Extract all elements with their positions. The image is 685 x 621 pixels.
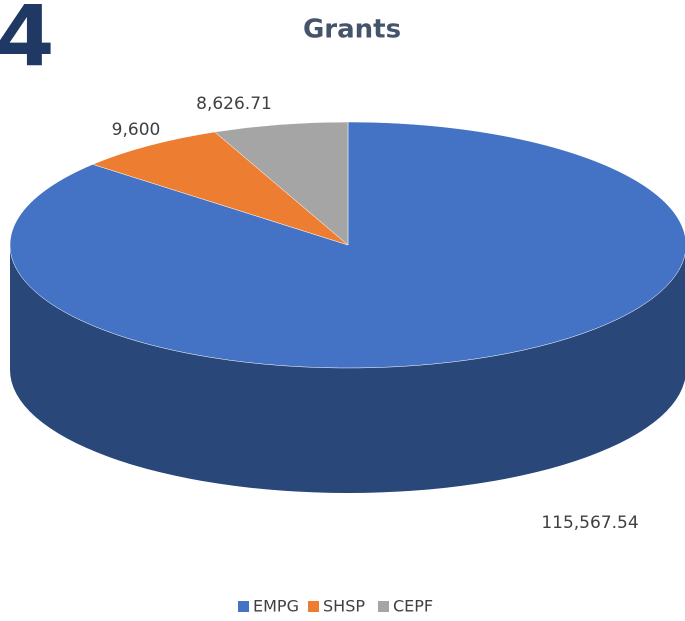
annotation: 4 [0, 0, 54, 85]
legend-label: SHSP [323, 597, 365, 616]
legend-label: EMPG [253, 597, 299, 616]
data-label: 115,567.54 [541, 513, 638, 533]
data-label: 9,600 [112, 120, 161, 140]
slice [214, 121, 349, 246]
legend-label: CEPF [393, 597, 433, 616]
legend-swatch [238, 601, 249, 612]
slice [92, 131, 349, 246]
legend-swatch [378, 601, 389, 612]
chart-title: Grants [303, 15, 401, 45]
legend-swatch [308, 601, 319, 612]
slice-side [10, 245, 685, 493]
data-label: 8,626.71 [196, 94, 272, 114]
